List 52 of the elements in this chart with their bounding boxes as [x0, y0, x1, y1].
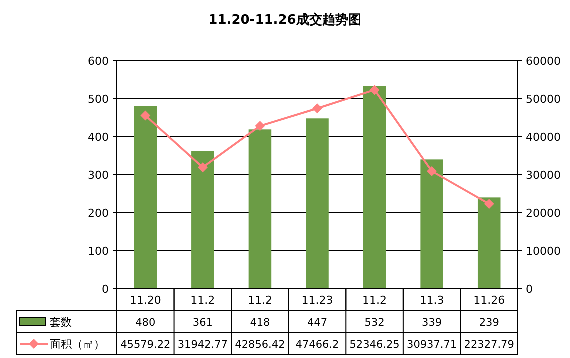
y-tick-label: 600 [88, 55, 109, 68]
data-label: 480 [136, 317, 156, 329]
bar [192, 151, 214, 290]
data-label: 31942.77 [178, 339, 228, 351]
bar [306, 118, 329, 290]
data-label: 447 [307, 317, 328, 329]
y2-tick-label: 50000 [526, 93, 561, 106]
data-label: 239 [479, 317, 500, 329]
y-tick-label: 300 [88, 169, 109, 182]
bar [248, 130, 272, 290]
chart-title: 11.20-11.26成交趋势图 [208, 12, 362, 28]
x-tick-label: 11.3 [420, 294, 444, 307]
data-label: 45579.22 [120, 339, 171, 351]
y-tick-label: 100 [88, 245, 109, 258]
data-label: 47466.2 [296, 339, 340, 351]
data-label: 532 [364, 317, 385, 329]
data-label: 418 [250, 317, 270, 329]
point [427, 166, 438, 176]
y2-tick-label: 20000 [526, 207, 561, 220]
y2-tick-label: 30000 [526, 169, 561, 182]
y2-tick-label: 60000 [526, 55, 561, 68]
y-tick-label: 500 [88, 93, 109, 106]
legend-label: 套数 [50, 316, 72, 329]
y2-tick-label: 0 [526, 283, 533, 296]
point [312, 104, 322, 114]
y-tick-label: 200 [88, 207, 109, 220]
y2-tick-label: 40000 [526, 131, 561, 144]
point [370, 85, 380, 96]
point [484, 199, 494, 210]
data-label: 52346.25 [350, 339, 400, 351]
y-tick-label: 400 [88, 131, 109, 144]
bar [134, 106, 158, 290]
data-label: 42856.42 [235, 339, 286, 351]
point [198, 162, 208, 173]
data-label: 361 [192, 317, 213, 329]
data-label: 30937.71 [407, 339, 458, 351]
x-tick-label: 11.23 [302, 294, 334, 307]
y-tick-label: 0 [102, 283, 109, 296]
legend-label: 面积（㎡） [50, 338, 105, 351]
x-tick-label: 11.2 [190, 294, 216, 307]
x-tick-label: 11.2 [362, 294, 388, 307]
x-tick-label: 11.2 [248, 294, 272, 307]
data-label: 22327.79 [464, 339, 514, 351]
y2-tick-label: 10000 [526, 245, 561, 258]
x-tick-label: 11.26 [474, 294, 506, 307]
data-label: 339 [422, 317, 442, 329]
point [140, 110, 151, 121]
bar [420, 160, 444, 290]
point [255, 121, 266, 132]
bar [363, 86, 386, 290]
x-tick-label: 11.20 [130, 294, 162, 307]
bar [478, 198, 501, 290]
